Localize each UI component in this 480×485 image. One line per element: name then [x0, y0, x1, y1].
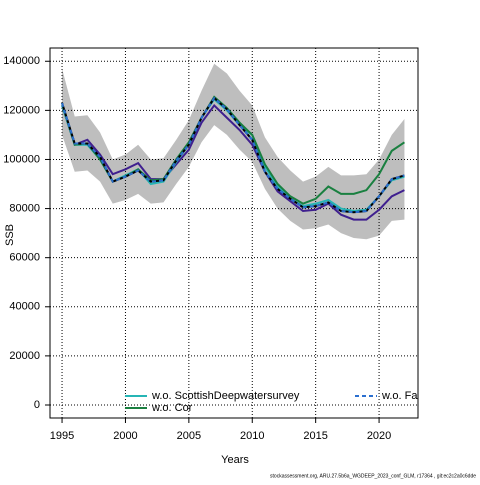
- y-tick-label: 20000: [9, 350, 40, 362]
- x-tick-label: 2010: [240, 430, 264, 442]
- legend-label: w.o. FaroeseDeepWaterSurvey: [381, 390, 480, 402]
- y-tick-label: 100000: [3, 153, 40, 165]
- footer: stockassessment.org, ARU.27.5b6a_WGDEEP_…: [270, 473, 476, 479]
- legend-label: w.o. Cor: [151, 402, 193, 414]
- plot-frame: [49, 47, 419, 419]
- x-tick-label: 1995: [50, 430, 74, 442]
- y-tick-label: 0: [34, 399, 40, 411]
- series-line: [61, 96, 405, 214]
- y-tick-label: 40000: [9, 301, 40, 313]
- x-tick-label: 2000: [113, 430, 137, 442]
- x-tick-label: 2005: [177, 430, 201, 442]
- y-tick-label: 120000: [3, 104, 40, 116]
- y-tick-label: 60000: [9, 252, 40, 264]
- y-axis-label: SSB: [4, 224, 16, 246]
- series-line: [61, 103, 405, 221]
- x-tick-label: 2015: [303, 430, 327, 442]
- y-tick-label: 140000: [3, 55, 40, 67]
- x-tick-label: 2020: [367, 430, 391, 442]
- x-axis-label: Years: [221, 454, 249, 466]
- y-tick-label: 80000: [9, 202, 40, 214]
- legend-label: w.o. ScottishDeepwatersurvey: [151, 390, 300, 402]
